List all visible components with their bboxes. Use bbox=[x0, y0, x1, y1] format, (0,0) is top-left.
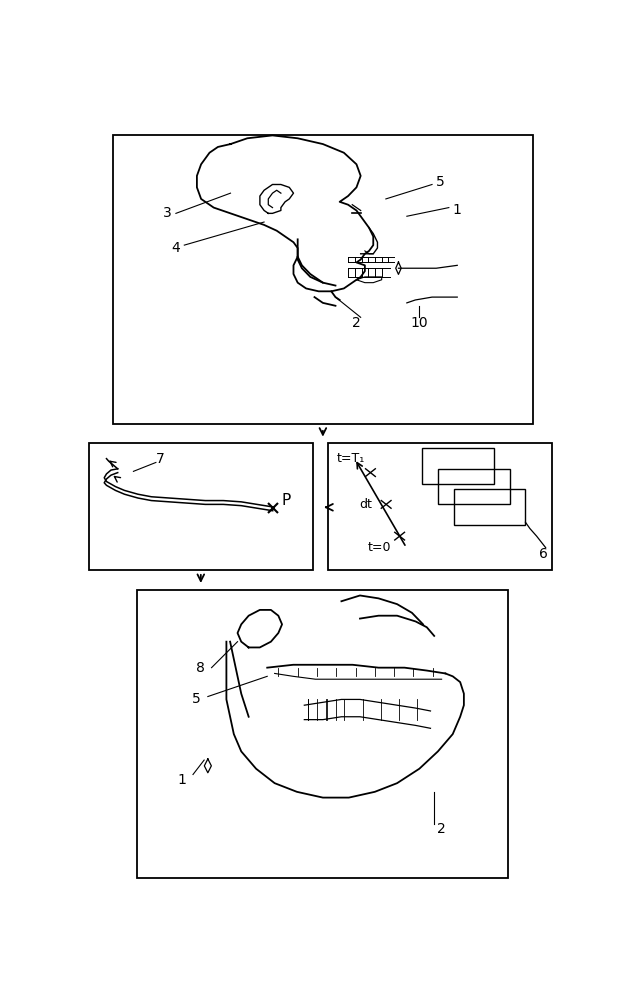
Text: 1: 1 bbox=[178, 773, 186, 787]
Text: 2: 2 bbox=[352, 316, 361, 330]
Text: 1: 1 bbox=[453, 203, 462, 217]
Bar bbox=[113, 135, 533, 424]
Text: 7: 7 bbox=[156, 452, 165, 466]
Bar bbox=[438, 469, 510, 504]
Text: 4: 4 bbox=[171, 241, 180, 255]
Text: 8: 8 bbox=[196, 661, 205, 675]
Text: 6: 6 bbox=[539, 547, 547, 561]
Bar bbox=[454, 489, 525, 525]
Text: 5: 5 bbox=[436, 175, 445, 189]
Text: 3: 3 bbox=[163, 206, 172, 220]
Bar bbox=[137, 590, 508, 878]
Text: 2: 2 bbox=[437, 822, 446, 836]
Bar bbox=[328, 443, 553, 570]
Text: t=0: t=0 bbox=[368, 541, 392, 554]
Bar bbox=[88, 443, 313, 570]
Text: 10: 10 bbox=[411, 316, 428, 330]
Text: P: P bbox=[282, 493, 291, 508]
Bar bbox=[422, 448, 494, 484]
Text: t=T₁: t=T₁ bbox=[337, 452, 365, 465]
Text: dt: dt bbox=[359, 498, 372, 511]
Text: 5: 5 bbox=[192, 692, 201, 706]
